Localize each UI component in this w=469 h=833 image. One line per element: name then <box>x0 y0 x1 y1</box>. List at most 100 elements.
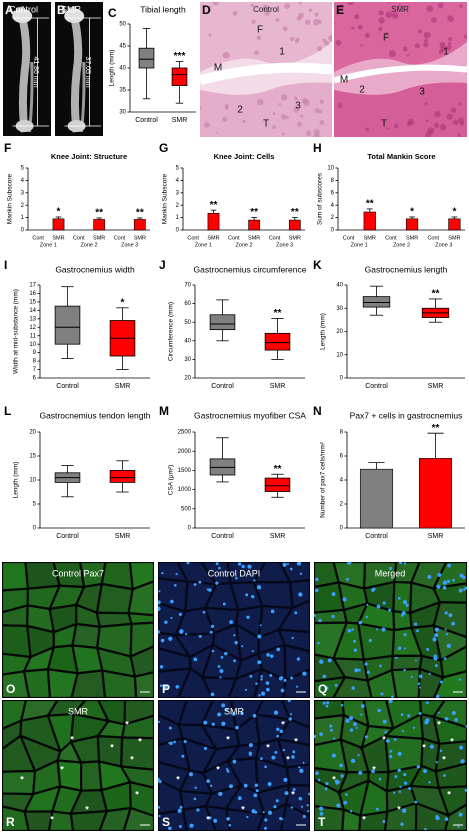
nucleus <box>300 805 304 808</box>
nucleus <box>282 562 287 567</box>
nucleus <box>225 768 229 771</box>
chart-title: Knee Joint: Cells <box>214 152 275 161</box>
nucleus <box>206 779 211 784</box>
nucleus <box>462 575 466 580</box>
nucleus <box>444 628 447 631</box>
nucleus <box>296 657 301 661</box>
y-axis-label: Length (mm) <box>320 313 327 350</box>
cell <box>452 119 459 126</box>
cell <box>385 11 393 18</box>
cell-marker: * <box>422 742 426 752</box>
nucleus <box>442 580 448 585</box>
image-label: 37.05 mm <box>84 56 91 87</box>
nucleus <box>444 817 449 821</box>
nucleus <box>276 734 280 738</box>
nucleus <box>433 656 438 661</box>
myofiber <box>276 599 310 634</box>
y-axis-label: Circumference (mm) <box>168 302 175 361</box>
nucleus <box>372 587 376 591</box>
box <box>171 67 188 87</box>
myofiber <box>224 807 266 831</box>
nucleus <box>434 633 439 638</box>
nucleus <box>254 810 258 814</box>
nucleus <box>439 680 443 684</box>
cell-marker: * <box>135 789 139 799</box>
box <box>264 477 291 492</box>
myofiber <box>366 668 398 698</box>
myofiber <box>432 669 467 698</box>
nucleus <box>437 572 442 578</box>
nucleus <box>350 758 356 763</box>
cell <box>387 2 390 4</box>
cell <box>447 41 452 46</box>
nucleus <box>345 718 350 723</box>
chart-title: Tibial length <box>140 4 186 14</box>
cell <box>296 15 302 21</box>
nucleus <box>269 674 273 677</box>
myofiber <box>200 676 238 698</box>
cell <box>251 19 256 24</box>
myofiber <box>277 628 310 653</box>
cell-marker: * <box>241 804 245 814</box>
y-tick-label: 60 <box>184 301 191 307</box>
nucleus <box>324 686 329 691</box>
cell-marker: * <box>447 789 451 799</box>
image-label: SMR <box>61 4 82 14</box>
myofiber <box>120 714 154 740</box>
y-axis-label: Width at mid-substance (mm) <box>13 289 20 374</box>
cell-marker: * <box>20 774 24 784</box>
x-tick-label: Cont <box>228 235 240 241</box>
cell <box>423 42 429 48</box>
nucleus <box>251 650 254 653</box>
bar <box>405 218 419 231</box>
nucleus <box>158 630 160 634</box>
myofiber <box>444 803 467 831</box>
nucleus <box>398 790 402 793</box>
nucleus <box>181 754 185 758</box>
nucleus <box>224 651 228 656</box>
myofiber <box>390 667 421 698</box>
group-label: Zone 1 <box>40 242 57 248</box>
panel-letter: T <box>318 815 326 829</box>
significance: ** <box>95 208 103 219</box>
nucleus <box>397 751 402 756</box>
nucleus <box>326 701 330 705</box>
nucleus <box>220 655 224 659</box>
nucleus <box>418 686 421 689</box>
nucleus <box>237 562 242 566</box>
nucleus <box>402 600 408 605</box>
panel-letter: M <box>159 404 169 418</box>
y-tick-label: 0 <box>176 228 180 234</box>
panel-letter: C <box>108 6 117 20</box>
nucleus <box>260 678 263 681</box>
bar <box>363 211 376 231</box>
nucleus <box>319 812 324 816</box>
cell <box>324 40 330 46</box>
nucleus <box>407 714 411 718</box>
nucleus <box>333 737 336 740</box>
nucleus <box>237 796 242 801</box>
cell-marker: * <box>372 764 376 774</box>
nucleus <box>296 685 299 688</box>
x-tick-label: SMR <box>52 235 64 241</box>
x-tick-label: Cont <box>269 235 281 241</box>
nucleus <box>274 750 278 754</box>
nucleus <box>340 703 344 707</box>
cell-marker: * <box>176 774 180 784</box>
y-tick-label: 40 <box>184 338 191 344</box>
cell-marker: * <box>138 736 142 746</box>
nucleus <box>170 599 174 604</box>
nucleus <box>397 596 401 600</box>
cell <box>232 10 238 16</box>
image-label: 2 <box>237 105 243 116</box>
y-tick-label: 10 <box>29 342 36 348</box>
myofiber <box>285 763 310 787</box>
nucleus <box>252 713 257 718</box>
cell <box>426 119 429 122</box>
bar <box>52 218 65 231</box>
panel-letter: G <box>159 141 168 155</box>
cell <box>272 112 276 116</box>
cell <box>378 17 385 24</box>
nucleus <box>298 592 303 597</box>
cell <box>386 127 389 130</box>
